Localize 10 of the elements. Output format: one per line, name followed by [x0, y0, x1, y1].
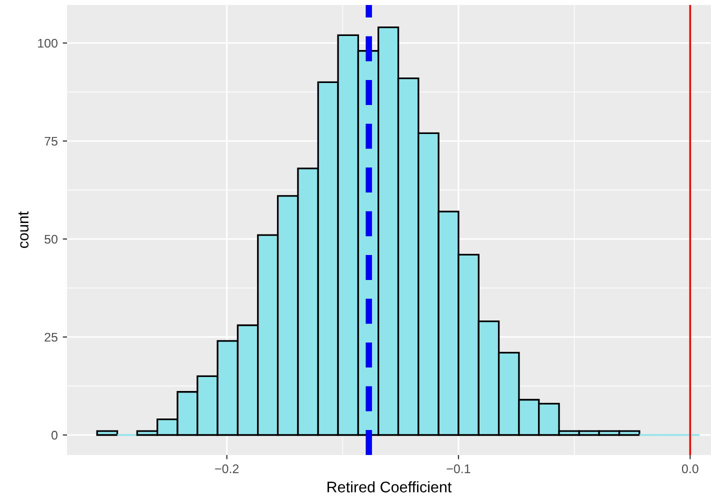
y-tick-label: 50	[44, 234, 58, 244]
y-tick-label: 100	[38, 38, 58, 48]
x-tick-label: −0.1	[446, 464, 470, 474]
x-tick-label: −0.2	[215, 464, 239, 474]
y-tick-label: 25	[44, 332, 58, 342]
y-axis-title: count	[18, 211, 29, 248]
x-axis-title: Retired Coefficient	[328, 481, 452, 492]
y-tick-label: 0	[52, 430, 58, 440]
y-tick-label: 75	[44, 136, 58, 146]
x-tick-label: 0.0	[682, 464, 698, 474]
